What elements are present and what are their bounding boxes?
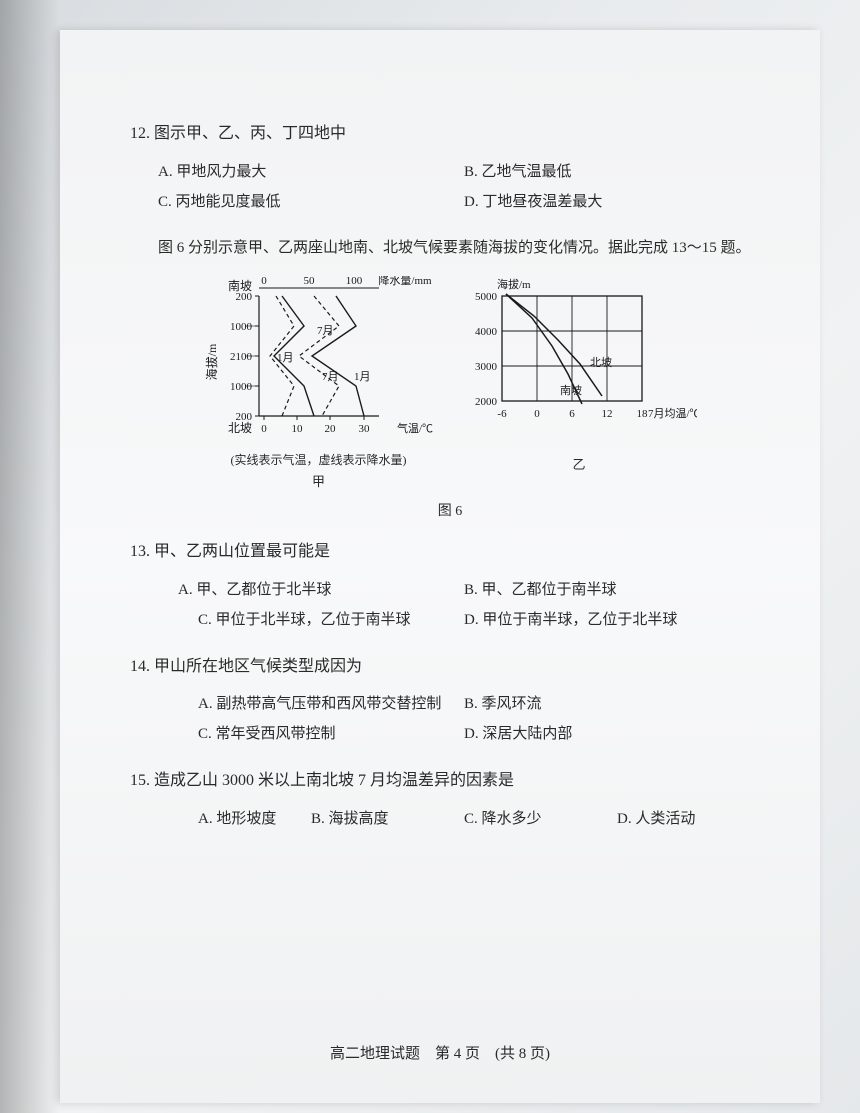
svg-text:1000: 1000	[230, 321, 253, 333]
svg-text:3000: 3000	[475, 361, 498, 373]
svg-text:7月: 7月	[322, 371, 339, 383]
q14-option-c: C. 常年受西风带控制	[158, 719, 464, 749]
svg-text:2100: 2100	[230, 351, 253, 363]
chart-yi-sub: 乙	[572, 454, 585, 473]
svg-text:北坡: 北坡	[228, 421, 252, 435]
q15-option-d: D. 人类活动	[617, 804, 770, 834]
q15-option-c: C. 降水多少	[464, 804, 617, 834]
chart-yi: 5000 4000 3000 2000 海拔/m -6 0 6 12 187月均温/℃ 北坡南坡	[462, 276, 697, 451]
svg-text:12: 12	[601, 408, 612, 420]
q14-options: A. 副热带高气压带和西风带交替控制 B. 季风环流 C. 常年受西风带控制 D…	[130, 689, 770, 749]
q13-option-b: B. 甲、乙都位于南半球	[464, 575, 770, 605]
svg-text:海拔/m: 海拔/m	[204, 343, 219, 380]
q13-option-c: C. 甲位于北半球，乙位于南半球	[158, 605, 464, 635]
svg-text:50: 50	[303, 276, 315, 287]
q14-stem: 14. 甲山所在地区气候类型成因为	[130, 653, 770, 682]
svg-text:7月均温/℃: 7月均温/℃	[648, 407, 697, 420]
svg-text:海拔/m: 海拔/m	[497, 277, 531, 291]
figure-6-caption: 图 6	[130, 500, 770, 520]
q15-option-b: B. 海拔高度	[311, 804, 464, 834]
q14-option-b: B. 季风环流	[464, 689, 770, 719]
chart-jia-note: (实线表示气温，虚线表示降水量)	[231, 451, 407, 468]
intro-13-15: 图 6 分别示意甲、乙两座山地南、北坡气候要素随海拔的变化情况。据此完成 13～…	[158, 235, 770, 262]
question-14: 14. 甲山所在地区气候类型成因为 A. 副热带高气压带和西风带交替控制 B. …	[130, 653, 770, 750]
svg-text:南坡: 南坡	[560, 384, 582, 397]
exam-page: 12. 图示甲、乙、丙、丁四地中 A. 甲地风力最大 B. 乙地气温最低 C. …	[60, 30, 820, 1103]
question-12: 12. 图示甲、乙、丙、丁四地中 A. 甲地风力最大 B. 乙地气温最低 C. …	[130, 120, 770, 217]
svg-text:1000: 1000	[230, 381, 253, 393]
q14-option-d: D. 深居大陆内部	[464, 719, 770, 749]
q12-stem: 12. 图示甲、乙、丙、丁四地中	[130, 120, 770, 149]
chart-yi-wrap: 5000 4000 3000 2000 海拔/m -6 0 6 12 187月均温/℃ 北坡南坡 乙	[462, 276, 697, 490]
question-15: 15. 造成乙山 3000 米以上南北坡 7 月均温差异的因素是 A. 地形坡度…	[130, 767, 770, 834]
svg-text:18: 18	[636, 408, 648, 420]
q13-option-d: D. 甲位于南半球，乙位于北半球	[464, 605, 770, 635]
chart-jia-wrap: 200100021001000200050100降水量/mm0102030气温/…	[204, 276, 434, 490]
svg-text:10: 10	[291, 423, 303, 435]
svg-text:0: 0	[261, 276, 267, 287]
svg-text:20: 20	[324, 423, 336, 435]
svg-text:100: 100	[345, 276, 362, 287]
q14-option-a: A. 副热带高气压带和西风带交替控制	[158, 689, 464, 719]
chart-jia: 200100021001000200050100降水量/mm0102030气温/…	[204, 276, 434, 451]
q15-options: A. 地形坡度 B. 海拔高度 C. 降水多少 D. 人类活动	[130, 804, 770, 834]
svg-text:-6: -6	[497, 408, 507, 420]
q15-option-a: A. 地形坡度	[158, 804, 311, 834]
svg-text:1月: 1月	[277, 352, 294, 364]
page-footer: 高二地理试题 第 4 页 (共 8 页)	[60, 1042, 820, 1063]
svg-text:5000: 5000	[475, 291, 498, 303]
svg-text:北坡: 北坡	[590, 356, 612, 369]
svg-text:6: 6	[569, 408, 575, 420]
chart-jia-sub: 甲	[312, 471, 325, 490]
question-13: 13. 甲、乙两山位置最可能是 A. 甲、乙都位于北半球 B. 甲、乙都位于南半…	[130, 538, 770, 635]
svg-text:0: 0	[534, 408, 540, 420]
q13-option-a: A. 甲、乙都位于北半球	[158, 575, 464, 605]
q12-option-c: C. 丙地能见度最低	[158, 187, 464, 217]
svg-text:0: 0	[261, 423, 267, 435]
q13-options: A. 甲、乙都位于北半球 B. 甲、乙都位于南半球 C. 甲位于北半球，乙位于南…	[130, 575, 770, 635]
svg-text:30: 30	[358, 423, 370, 435]
svg-text:7月: 7月	[317, 325, 334, 337]
svg-text:南坡: 南坡	[228, 278, 252, 293]
svg-text:气温/℃: 气温/℃	[397, 421, 433, 435]
q12-option-d: D. 丁地昼夜温差最大	[464, 187, 770, 217]
page-shadow	[0, 0, 60, 1113]
svg-text:降水量/mm: 降水量/mm	[378, 276, 432, 287]
q15-stem: 15. 造成乙山 3000 米以上南北坡 7 月均温差异的因素是	[130, 767, 770, 796]
q13-stem: 13. 甲、乙两山位置最可能是	[130, 538, 770, 567]
q12-option-b: B. 乙地气温最低	[464, 157, 770, 187]
svg-text:4000: 4000	[475, 326, 498, 338]
figure-6-row: 200100021001000200050100降水量/mm0102030气温/…	[130, 276, 770, 490]
svg-text:2000: 2000	[475, 396, 498, 408]
svg-text:1月: 1月	[354, 371, 371, 383]
q12-option-a: A. 甲地风力最大	[158, 157, 464, 187]
q12-options: A. 甲地风力最大 B. 乙地气温最低 C. 丙地能见度最低 D. 丁地昼夜温差…	[130, 157, 770, 217]
